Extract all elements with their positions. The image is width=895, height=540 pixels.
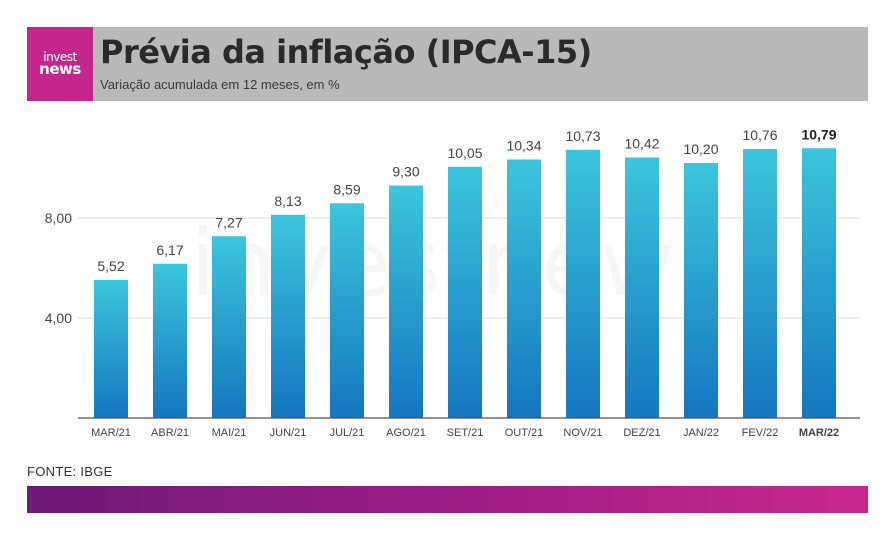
x-tick-label: ABR/21 [151,427,189,439]
x-tick-label: JUN/21 [270,427,307,439]
x-tick-label: NOV/21 [563,427,602,439]
bar [625,157,659,418]
data-label: 6,17 [156,242,183,258]
x-tick-label: MAR/22 [799,427,839,439]
data-label: 10,05 [447,145,482,161]
x-tick-label: AGO/21 [386,427,426,439]
x-tick-label: OUT/21 [505,427,544,439]
bar [271,214,305,418]
bar [153,263,187,418]
data-label: 5,52 [97,258,124,274]
chart-subtitle: Variação acumulada em 12 meses, em % [100,77,340,92]
logo-text-invest: invest [43,49,77,64]
data-label: 10,42 [624,136,659,152]
data-label: 10,73 [565,128,600,144]
bar [212,236,246,418]
x-tick-label: MAR/21 [91,427,131,439]
investnews-logo: invest news [27,27,93,101]
bar [743,149,777,418]
bar [94,280,128,418]
bar [507,159,541,418]
logo-text-news: news [39,59,81,78]
x-tick-label: JAN/22 [683,427,719,439]
data-label: 10,34 [506,138,541,154]
data-label: 7,27 [215,214,242,230]
x-tick-label: MAI/21 [212,427,247,439]
data-label: 10,79 [801,126,836,142]
x-tick-label: SET/21 [447,427,484,439]
bar [448,166,482,418]
data-label: 8,59 [333,181,360,197]
x-tick-label: DEZ/21 [623,427,660,439]
data-label: 10,20 [683,141,718,157]
bar [566,149,600,418]
data-label: 9,30 [392,164,419,180]
data-label: 10,76 [742,127,777,143]
y-tick-label: 4,00 [45,310,72,326]
bar [802,148,836,418]
chart-title: Prévia da inflação (IPCA-15) [100,33,592,71]
chart-header: invest news Prévia da inflação (IPCA-15)… [27,27,868,101]
bar [684,163,718,418]
y-tick-label: 8,00 [45,210,72,226]
footer-gradient-bar [27,486,868,513]
bar [330,203,364,418]
data-label: 8,13 [274,193,301,209]
x-tick-label: FEV/22 [742,427,779,439]
source-note: FONTE: IBGE [27,464,113,479]
x-tick-label: JUL/21 [330,427,365,439]
bar [389,185,423,418]
